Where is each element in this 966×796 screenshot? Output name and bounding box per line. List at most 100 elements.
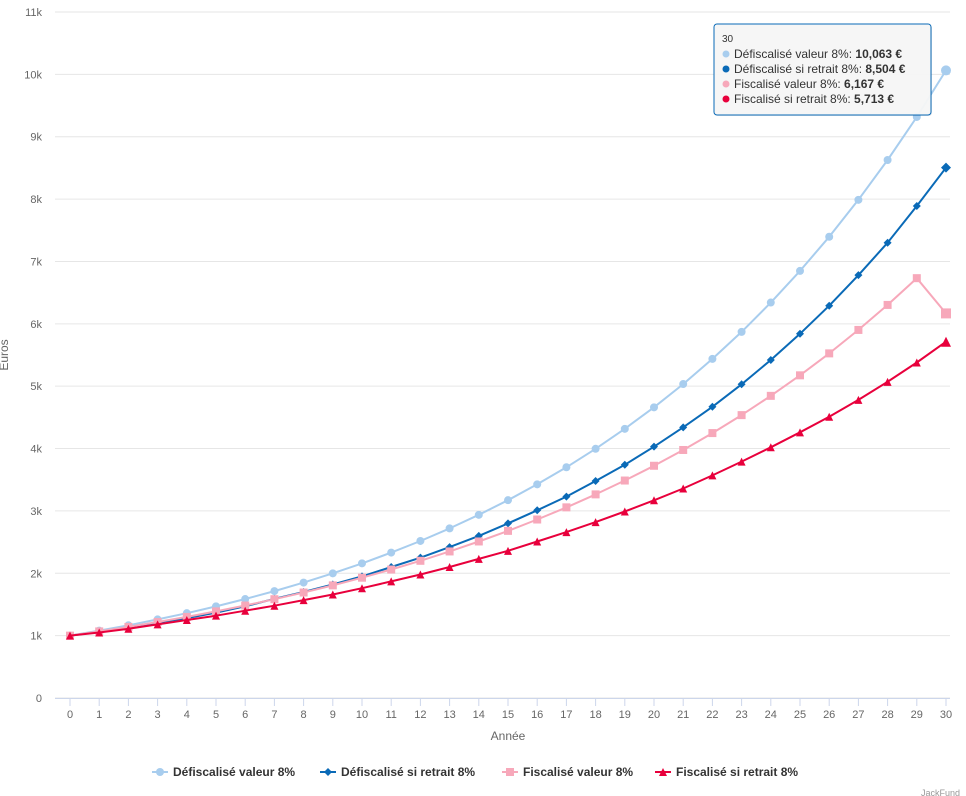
legend-item[interactable]: Défiscalisé valeur 8%: [152, 765, 295, 779]
data-point[interactable]: [387, 548, 396, 557]
data-point[interactable]: [737, 411, 746, 420]
data-point[interactable]: [387, 577, 396, 586]
data-point[interactable]: [650, 442, 658, 451]
data-point[interactable]: [212, 607, 220, 616]
data-point[interactable]: [591, 444, 600, 453]
data-point[interactable]: [766, 391, 775, 400]
data-point[interactable]: [796, 266, 804, 275]
data-point[interactable]: [474, 510, 483, 519]
data-point[interactable]: [766, 355, 775, 364]
data-point[interactable]: [416, 556, 425, 565]
legend-item[interactable]: Défiscalisé si retrait 8%: [320, 765, 475, 779]
data-point[interactable]: [883, 300, 892, 309]
data-point[interactable]: [124, 624, 133, 633]
data-point[interactable]: [883, 377, 892, 386]
data-point[interactable]: [156, 768, 164, 776]
data-point[interactable]: [299, 588, 308, 597]
data-point[interactable]: [620, 476, 629, 485]
data-point[interactable]: [270, 587, 279, 596]
data-point[interactable]: [299, 596, 308, 605]
data-point[interactable]: [241, 606, 250, 615]
data-point[interactable]: [533, 515, 542, 524]
data-point[interactable]: [737, 380, 746, 389]
data-point[interactable]: [854, 395, 863, 404]
data-point[interactable]: [562, 463, 571, 472]
data-point[interactable]: [445, 547, 454, 556]
data-point[interactable]: [533, 480, 542, 489]
data-point[interactable]: [825, 412, 834, 421]
data-point[interactable]: [883, 155, 892, 164]
data-point[interactable]: [620, 424, 629, 433]
data-point[interactable]: [95, 628, 104, 637]
data-point[interactable]: [941, 162, 951, 173]
legend-item[interactable]: Fiscalisé si retrait 8%: [655, 765, 798, 779]
data-point[interactable]: [591, 490, 600, 499]
data-point[interactable]: [66, 631, 74, 640]
data-point[interactable]: [679, 484, 688, 493]
data-point[interactable]: [650, 403, 658, 412]
data-point[interactable]: [358, 559, 366, 568]
data-point[interactable]: [445, 563, 454, 572]
data-point[interactable]: [504, 496, 512, 505]
data-point[interactable]: [796, 329, 804, 338]
data-point[interactable]: [270, 601, 279, 610]
data-point[interactable]: [591, 518, 600, 527]
data-point[interactable]: [659, 768, 667, 776]
data-point[interactable]: [708, 402, 717, 411]
data-point[interactable]: [533, 506, 542, 515]
data-point[interactable]: [562, 492, 571, 501]
data-point[interactable]: [737, 457, 746, 466]
legend-item[interactable]: Fiscalisé valeur 8%: [502, 765, 633, 779]
data-point[interactable]: [854, 271, 863, 280]
data-point[interactable]: [504, 546, 512, 555]
data-point[interactable]: [474, 537, 483, 546]
data-point[interactable]: [708, 429, 717, 438]
data-point[interactable]: [912, 358, 921, 367]
data-point[interactable]: [941, 336, 951, 347]
data-point[interactable]: [854, 195, 863, 204]
legend[interactable]: Défiscalisé valeur 8% Défiscalisé si retr…: [152, 765, 798, 779]
data-point[interactable]: [620, 507, 629, 516]
data-point[interactable]: [241, 595, 250, 604]
data-point[interactable]: [358, 584, 366, 593]
data-point[interactable]: [825, 301, 834, 310]
data-point[interactable]: [387, 565, 396, 574]
data-point[interactable]: [796, 371, 804, 380]
data-point[interactable]: [825, 232, 834, 241]
data-point[interactable]: [737, 327, 746, 336]
data-point[interactable]: [358, 573, 366, 582]
data-point[interactable]: [591, 476, 600, 485]
data-point[interactable]: [153, 620, 162, 629]
data-point[interactable]: [854, 325, 863, 334]
data-point[interactable]: [241, 601, 250, 610]
data-point[interactable]: [324, 768, 332, 776]
data-point[interactable]: [182, 616, 191, 625]
data-point[interactable]: [679, 423, 688, 432]
data-point[interactable]: [416, 536, 425, 545]
data-point[interactable]: [328, 569, 337, 578]
data-point[interactable]: [506, 768, 514, 776]
data-point[interactable]: [679, 380, 688, 389]
data-point[interactable]: [825, 349, 834, 358]
data-point[interactable]: [912, 274, 921, 283]
data-point[interactable]: [941, 308, 951, 319]
data-point[interactable]: [445, 524, 454, 533]
data-point[interactable]: [912, 201, 921, 210]
data-point[interactable]: [941, 65, 951, 76]
data-point[interactable]: [650, 461, 658, 470]
data-point[interactable]: [212, 611, 220, 620]
data-point[interactable]: [650, 496, 658, 505]
data-point[interactable]: [708, 354, 717, 363]
data-point[interactable]: [504, 526, 512, 535]
data-point[interactable]: [620, 460, 629, 469]
credit-text[interactable]: JackFund: [921, 788, 960, 796]
data-point[interactable]: [562, 503, 571, 512]
data-point[interactable]: [533, 537, 542, 546]
data-point[interactable]: [504, 519, 512, 528]
data-point[interactable]: [766, 443, 775, 452]
data-point[interactable]: [270, 595, 279, 604]
data-point[interactable]: [708, 471, 717, 480]
data-point[interactable]: [328, 590, 337, 599]
data-point[interactable]: [416, 570, 425, 579]
data-point[interactable]: [766, 298, 775, 307]
